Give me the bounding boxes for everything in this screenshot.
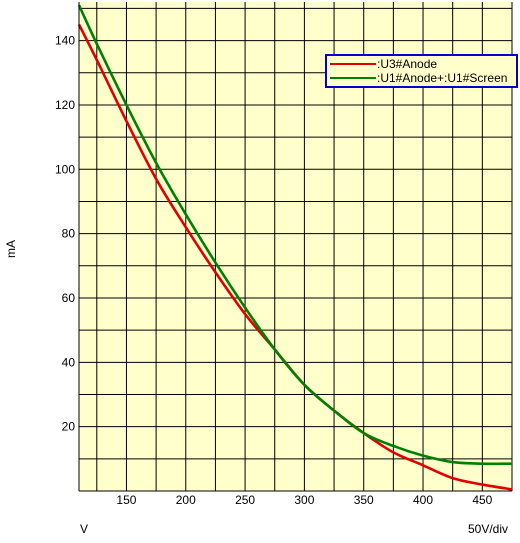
y-tick-label: 140	[55, 34, 75, 48]
y-tick-label: 20	[62, 420, 76, 434]
series-layer	[77, 4, 513, 491]
y-tick-label: 120	[55, 98, 75, 112]
y-tick-label: 100	[55, 162, 75, 176]
y-tick-label: 40	[62, 355, 76, 369]
y-tick-label: 60	[62, 291, 76, 305]
tick-labels: 150 200 250 300 350 400 450 20 40 60 80 100 120 140	[55, 34, 493, 507]
series-line-2	[77, 4, 513, 466]
legend-label-1: :U3#Anode	[377, 57, 437, 71]
x-tick-label: 200	[176, 493, 196, 507]
x-tick-label: 350	[354, 493, 374, 507]
x-axis-unit-label: V	[80, 522, 89, 536]
legend: :U3#Anode:U1#Anode+:U1#Screen	[325, 54, 518, 88]
x-tick-label: 450	[472, 493, 492, 507]
y-tick-label: 80	[62, 227, 76, 241]
legend-box	[325, 54, 518, 88]
y-axis-unit-label: mA	[4, 240, 18, 258]
axes	[78, 2, 512, 492]
legend-label-2: :U1#Anode+:U1#Screen	[377, 71, 507, 85]
x-tick-label: 150	[116, 493, 136, 507]
x-scale-label: 50V/div	[468, 522, 509, 536]
x-tick-label: 400	[413, 493, 433, 507]
x-tick-label: 250	[235, 493, 255, 507]
x-tick-label: 300	[294, 493, 314, 507]
